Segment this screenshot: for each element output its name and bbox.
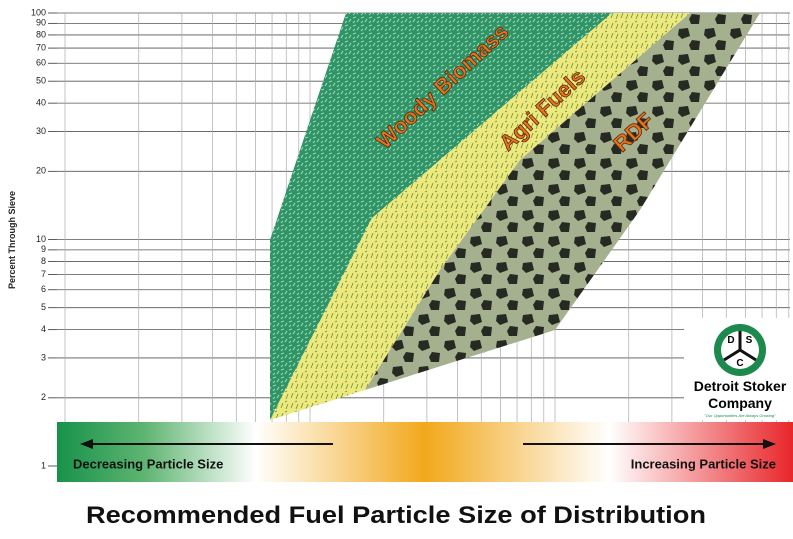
y-tick-label: 90 <box>36 18 46 28</box>
y-tick-label: 30 <box>36 126 46 136</box>
y-tick-label: 4 <box>41 324 46 334</box>
logo-company: Company <box>708 395 772 411</box>
y-tick-label: 50 <box>36 76 46 86</box>
logo-letter: D <box>727 335 734 346</box>
y-tick-label: 70 <box>36 42 46 52</box>
y-tick-label: 40 <box>36 98 46 108</box>
y-tick-label: 1 <box>41 460 46 470</box>
y-tick-label: 9 <box>41 244 46 254</box>
y-tick-label: 100 <box>31 7 46 17</box>
size-bar <box>57 422 793 482</box>
logo-letter: S <box>746 335 753 346</box>
y-tick-label: 80 <box>36 29 46 39</box>
y-tick-label: 6 <box>41 284 46 294</box>
left-arrow-label: Decreasing Particle Size <box>73 456 223 471</box>
y-tick-label: 2 <box>41 392 46 402</box>
chart-title: Recommended Fuel Particle Size of Distri… <box>86 502 706 529</box>
logo: D S C Detroit Stoker Company "Our Opport… <box>684 318 793 420</box>
y-tick-label: 8 <box>41 256 46 266</box>
y-tick-label: 5 <box>41 302 46 312</box>
y-tick-label: 7 <box>41 269 46 279</box>
right-arrow-label: Increasing Particle Size <box>631 456 776 471</box>
y-tick-label: 10 <box>36 234 46 244</box>
y-tick-label: 3 <box>41 352 46 362</box>
y-tick-label: 60 <box>36 58 46 68</box>
logo-tagline: "Our Opportunities Are Always Growing" <box>704 413 776 418</box>
y-tick-label: 20 <box>36 166 46 176</box>
chart: 123456789102030405060708090100 Woody Bio… <box>0 0 793 539</box>
logo-name: Detroit Stoker <box>694 378 787 394</box>
logo-letter: C <box>736 358 743 369</box>
y-axis-label: Percent Through Sieve <box>7 191 17 289</box>
